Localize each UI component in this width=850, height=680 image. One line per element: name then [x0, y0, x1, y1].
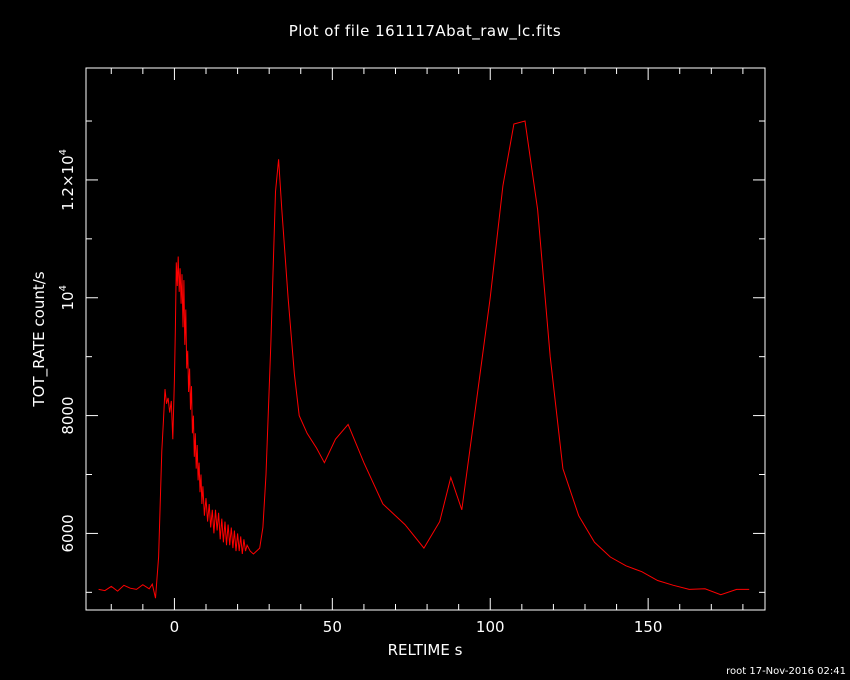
y-tick-label: 1.2×104 [58, 149, 77, 211]
y-axis-label: TOT_RATE count/s [30, 271, 49, 407]
footer-timestamp: root 17-Nov-2016 02:41 [726, 666, 846, 677]
x-tick-label: 50 [323, 618, 342, 636]
x-tick-label: 100 [476, 618, 505, 636]
series-line [98, 120, 750, 599]
plot-frame [85, 67, 766, 611]
tick-labels: 0 50 100 150 6000 8000 104 1.2×104 [58, 149, 662, 636]
x-axis-label: RELTIME s [388, 641, 463, 659]
axis-ticks [86, 68, 765, 610]
x-tick-label: 150 [634, 618, 663, 636]
y-tick-label: 8000 [59, 396, 77, 434]
x-tick-label: 0 [170, 618, 180, 636]
y-tick-label: 6000 [59, 514, 77, 552]
y-tick-label: 104 [58, 285, 77, 310]
chart-title: Plot of file 161117Abat_raw_lc.fits [288, 22, 562, 40]
